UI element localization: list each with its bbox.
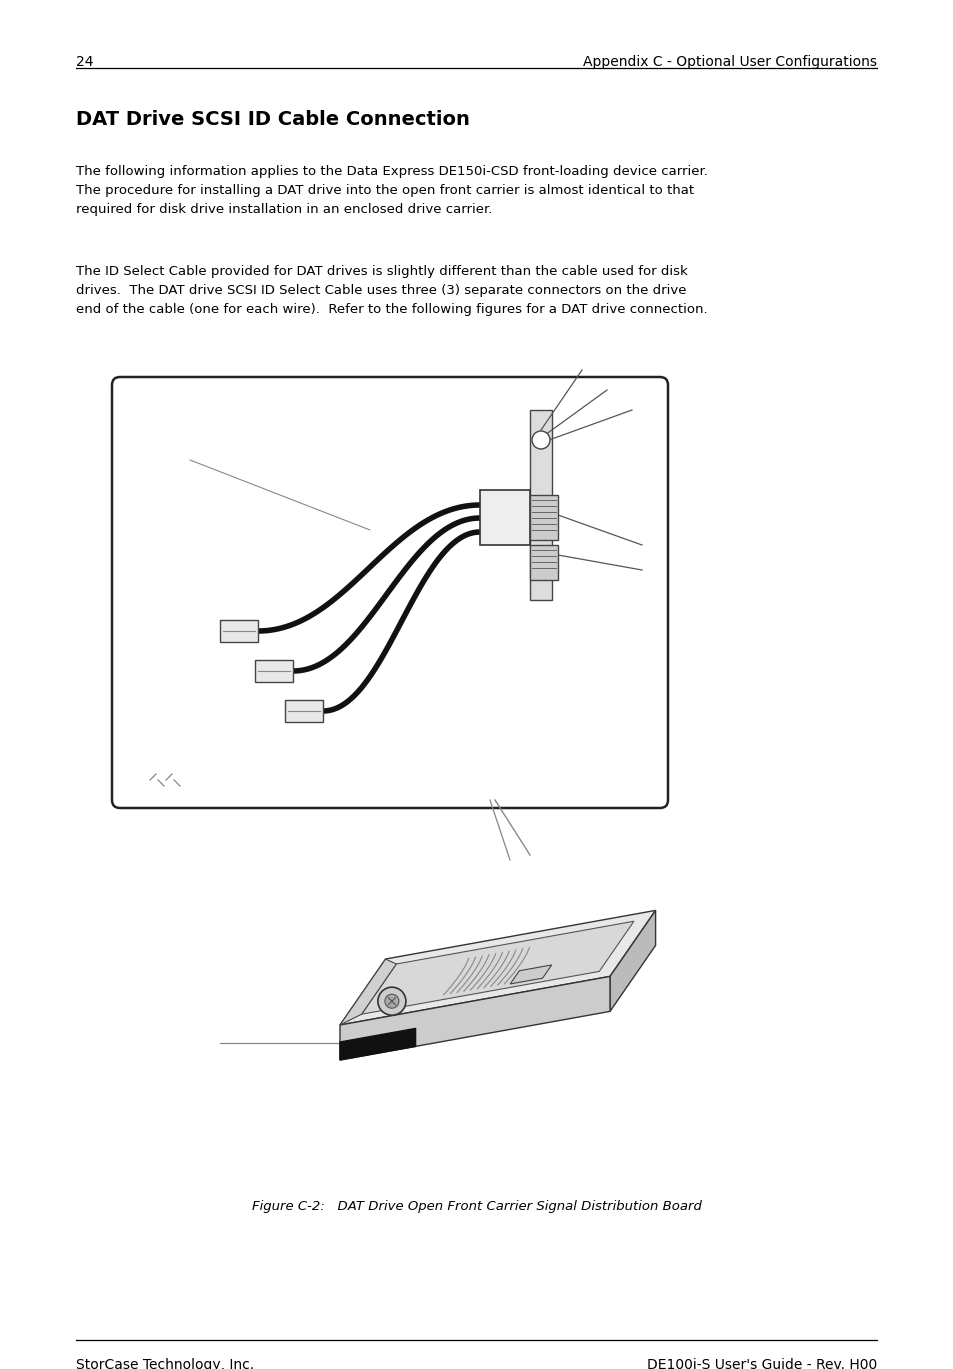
- Text: DE100i-S User's Guide - Rev. H00: DE100i-S User's Guide - Rev. H00: [646, 1358, 876, 1369]
- Text: DAT Drive SCSI ID Cable Connection: DAT Drive SCSI ID Cable Connection: [76, 110, 470, 129]
- Polygon shape: [339, 910, 655, 1025]
- Circle shape: [384, 994, 398, 1008]
- Bar: [530, 545, 558, 580]
- Bar: [285, 700, 323, 721]
- Circle shape: [532, 431, 550, 449]
- Polygon shape: [339, 960, 395, 1025]
- Text: Appendix C - Optional User Configurations: Appendix C - Optional User Configuration…: [582, 55, 876, 68]
- Polygon shape: [361, 921, 633, 1014]
- Text: Figure C-2:   DAT Drive Open Front Carrier Signal Distribution Board: Figure C-2: DAT Drive Open Front Carrier…: [252, 1201, 701, 1213]
- Bar: [220, 620, 257, 642]
- Text: The ID Select Cable provided for DAT drives is slightly different than the cable: The ID Select Cable provided for DAT dri…: [76, 266, 707, 316]
- Bar: [254, 660, 293, 682]
- Bar: [530, 496, 558, 539]
- Bar: [479, 490, 530, 545]
- Polygon shape: [510, 965, 551, 984]
- FancyBboxPatch shape: [112, 376, 667, 808]
- Text: The following information applies to the Data Express DE150i-CSD front-loading d: The following information applies to the…: [76, 166, 707, 216]
- Bar: [530, 409, 552, 600]
- Text: 24: 24: [76, 55, 93, 68]
- Polygon shape: [339, 1028, 416, 1060]
- Polygon shape: [339, 976, 609, 1060]
- Polygon shape: [609, 910, 655, 1012]
- Text: StorCase Technology, Inc.: StorCase Technology, Inc.: [76, 1358, 253, 1369]
- Circle shape: [377, 987, 405, 1016]
